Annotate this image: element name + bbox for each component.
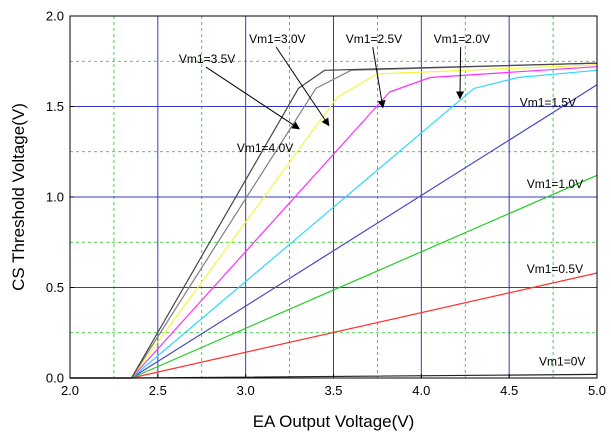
annotation-label: Vm1=4.0V [237,141,293,155]
y-tick-label: 2.0 [46,9,64,24]
annotation-label: Vm1=0.5V [527,262,583,276]
annotation-arrow [275,46,330,127]
x-tick-label: 4.0 [412,383,430,398]
y-tick-label: 0.0 [46,371,64,386]
annotation-label: Vm1=2.0V [434,32,490,46]
y-tick-label: 1.0 [46,190,64,205]
annotation-label: Vm1=1.5V [520,96,576,110]
x-tick-label: 4.5 [500,383,518,398]
y-axis-ticks: 0.0 0.5 1.0 1.5 2.0 [46,9,74,386]
x-tick-label: 3.0 [237,383,255,398]
x-axis-ticks: 2.0 2.5 3.0 3.5 4.0 4.5 5.0 [61,374,606,398]
annotation-label: Vm1=1.0V [527,177,583,191]
annotations: Vm1=4.0V Vm1=3.5V Vm1=3.0V Vm1=2.5V Vm1=2.0V… [179,32,585,368]
annotation-arrow [372,47,386,109]
x-axis-label: EA Output Voltage(V) [253,412,415,431]
y-axis-label: CS Threshold Voltage(V) [9,103,28,291]
y-tick-label: 0.5 [46,280,64,295]
y-tick-label: 1.5 [46,99,64,114]
major-grid [70,16,597,378]
annotation-arrow [456,47,465,100]
x-tick-label: 3.5 [324,383,342,398]
x-tick-label: 2.5 [149,383,167,398]
annotation-label: Vm1=3.0V [249,32,305,46]
x-tick-label: 2.0 [61,383,79,398]
annotation-label: Vm1=2.5V [346,32,402,46]
x-tick-label: 5.0 [588,383,606,398]
annotation-arrow [205,66,301,130]
annotation-label: Vm1=3.5V [179,52,235,66]
annotation-label: Vm1=0V [539,354,585,368]
